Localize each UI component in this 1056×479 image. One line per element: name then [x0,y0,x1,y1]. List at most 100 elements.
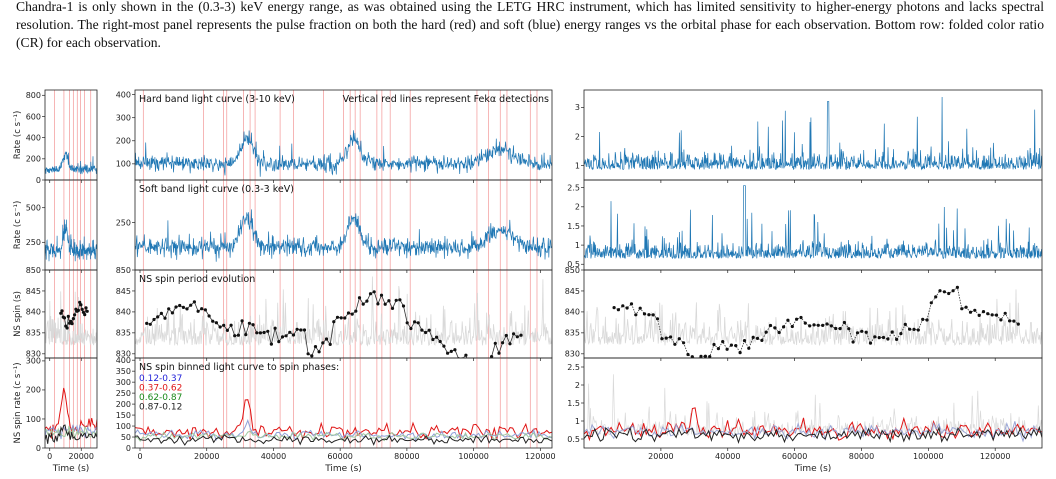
right-row3-spin-point [790,324,794,329]
right-row3-spin-point [847,327,851,331]
right-row3-spin-point [669,335,673,339]
left-row3-ytick-label: 830 [26,350,41,359]
mid-row3-spin-point [244,333,248,337]
right-row3-spin-point [629,302,634,306]
right-row3-spin-point [738,351,742,355]
right-row3-spin-point [725,347,729,351]
right-row3-spin-point [655,317,660,321]
right-row3-spin-point [764,330,768,334]
mid-row3-spin-point [200,307,204,311]
mid-row3-spin-point [501,341,505,345]
mid-row3-spin-point [192,300,196,304]
right-row3-spin-point [821,323,825,327]
mid-row3-spin-point [240,319,244,323]
mid-row3-ytick-label: 840 [116,308,131,317]
mid-row4-legend-entry: 0.37-0.62 [139,384,182,394]
mid-row3-spin-point [233,334,237,338]
right-row3-spin-point [729,343,734,347]
mid-row3-spin-point [427,328,431,332]
mid-row1-lightcurve [135,130,552,177]
right-row4-ytick-label: 2.5 [567,363,580,372]
right-row3-spin-point [773,326,777,330]
left-row3-spin-point [85,309,89,313]
right-row3-spin-point [955,285,960,289]
mid-row3-spin-point [357,296,362,300]
mid-row4-xlabel: Time (s) [324,464,362,474]
mid-row3-spin-point [504,333,508,338]
mid-row3-spin-point [387,299,391,303]
left-row3-spin-point [66,314,70,318]
right-row2-ytick-label: 1 [575,241,580,250]
right-row3-spin-point [860,329,864,333]
mid-row3-spin-point [185,307,189,311]
mid-row4-legend-entry: 0.12-0.37 [139,374,182,384]
mid-row3-ytick-label: 830 [116,350,131,359]
left-row4-ylabel: NS spin rate (c s⁻¹) [13,362,23,443]
right-row3-ytick-label: 830 [565,350,580,359]
mid-row3-spin-point [313,345,318,349]
right-row3-spin-point [873,335,877,339]
right-row4-xlabel: Time (s) [794,464,832,474]
mid-row4-phase2 [135,399,552,441]
right-row3-spin-point [934,295,938,299]
right-row4-ytick-label: 1.5 [567,399,580,408]
right-row2-frame [583,179,1043,271]
mid-row4-xtick-label: 60000 [327,452,352,461]
right-row1-ytick-label: 2 [575,132,580,141]
left-row1-ytick-label: 800 [26,91,41,100]
mid-row4-xtick-label: 0 [137,452,142,461]
mid-row1-ytick-label: 400 [116,90,131,99]
right-row3-spin-point [1003,311,1007,315]
mid-row3-spin-point [247,321,251,325]
left-row3-spin-point [76,308,80,312]
right-row3-spin-point [981,310,986,314]
mid-row3-spin-point [299,328,303,332]
caption-line-1: Chandra-1 is only shown in the (0.3-3) k… [16,0,812,14]
mid-row4-ytick-label: 250 [116,389,131,398]
right-row3-spin-point [812,323,816,327]
mid-row3-spin-point [511,332,516,336]
mid-row3-spin-bg [135,276,552,347]
mid-row1-ytick-label: 300 [116,113,131,122]
right-row3-spin-point [899,332,903,336]
right-row3-spin-point [755,336,760,340]
right-row3-spin-point [960,307,964,311]
right-row3-spin-point [921,317,925,321]
right-row3-spin-point [925,318,929,322]
right-row4-ytick-label: 0.5 [567,435,580,444]
mid-row3-spin-point [167,307,171,311]
mid-row3-spin-point [368,292,373,296]
right-row3-spin-point [1012,319,1016,323]
mid-row3-spin-point [291,333,296,337]
mid-row4-annotation: NS spin binned light curve to spin phase… [139,362,339,373]
mid-row4-xtick-label: 120000 [525,452,556,461]
mid-row3-annotation: NS spin period evolution [139,274,255,285]
right-row3-spin-bg [584,289,1042,346]
right-row4-xtick-label: 80000 [849,452,874,461]
left-row2-lightcurve [45,219,97,262]
right-row3-spin-point [877,336,881,340]
right-row2-ytick-label: 2.5 [567,183,580,192]
mid-row3-spin-point [284,334,288,338]
right-row3-spin-point [677,337,681,341]
left-row3-spin-point [73,313,77,317]
right-row3-spin-point [703,354,708,358]
mid-row3-spin-point [442,344,446,348]
mid-row4-ytick-label: 50 [121,433,131,442]
mid-row3-spin-point [350,312,354,316]
left-row1-ytick-label: 400 [26,133,41,142]
mid-row1-ytick-label: 100 [116,160,131,169]
right-row4-phase1 [584,421,1042,443]
mid-row3-spin-point [405,321,409,325]
mid-row3-spin-point [159,311,163,315]
mid-row3-spin-point [446,351,450,355]
mid-row3-ytick-label: 845 [116,287,131,296]
mid-row3-spin-point [189,303,193,307]
left-row3-spin-point [60,309,64,313]
mid-row3-spin-point [390,306,395,310]
right-row3-spin-point [855,331,860,335]
mid-row3-spin-point [156,315,160,319]
left-row3-spin-point [71,317,75,321]
left-row3-spin-point [83,313,87,317]
